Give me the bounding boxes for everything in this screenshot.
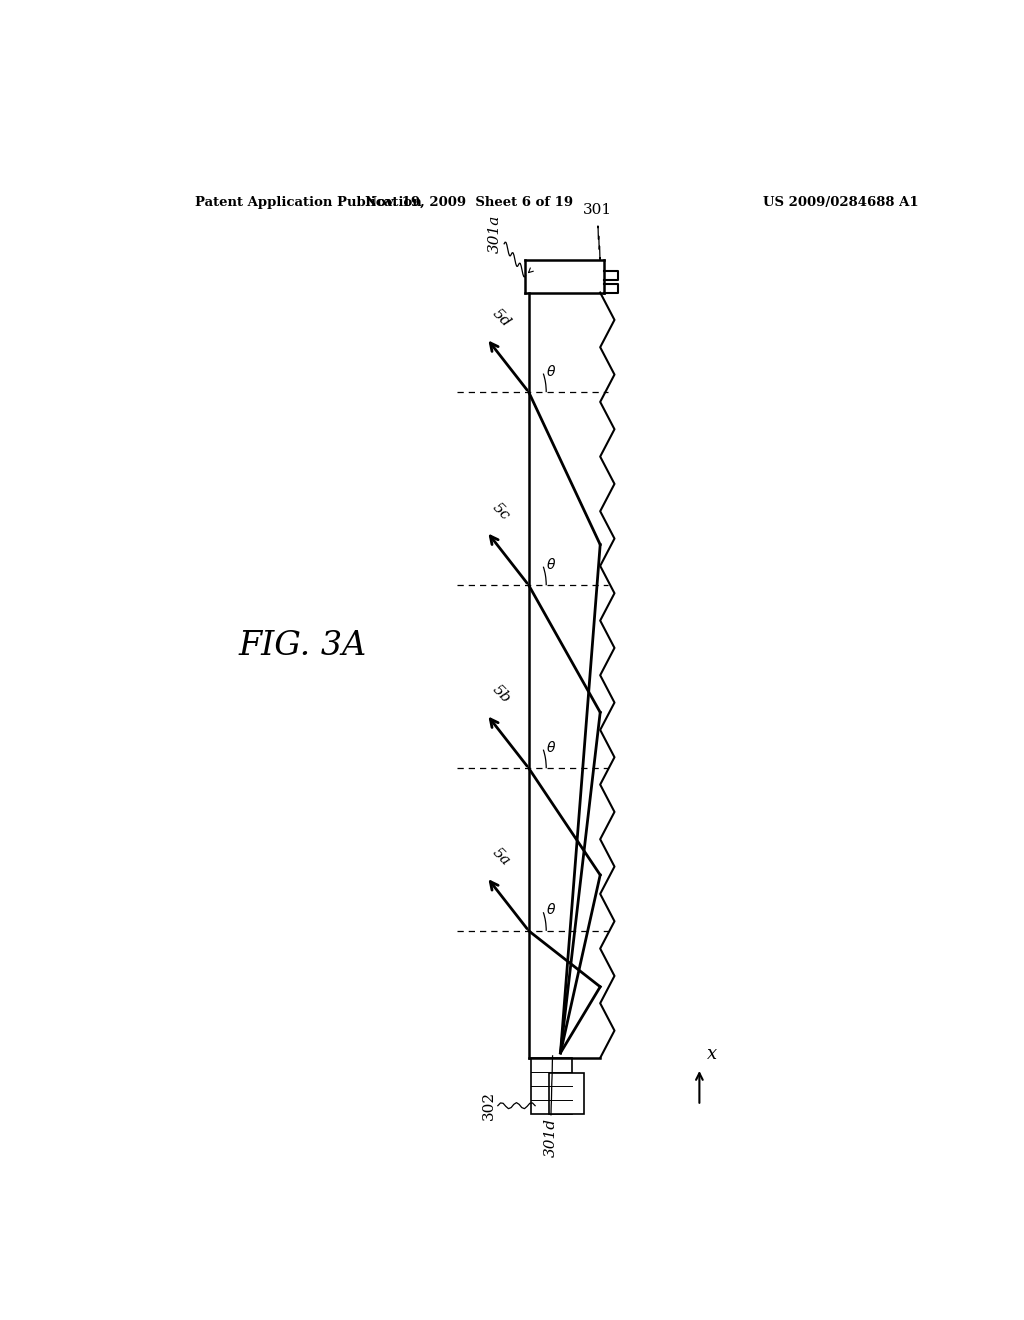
Text: 5c: 5c: [489, 500, 512, 523]
Text: $\theta$: $\theta$: [546, 557, 556, 572]
Bar: [531, 1057, 572, 1114]
Text: x: x: [708, 1045, 718, 1063]
Text: $\theta$: $\theta$: [546, 739, 556, 755]
Bar: [549, 1073, 585, 1114]
Text: US 2009/0284688 A1: US 2009/0284688 A1: [763, 195, 919, 209]
Text: 301a: 301a: [487, 214, 502, 253]
Text: 301d: 301d: [544, 1118, 558, 1156]
Text: 5a: 5a: [489, 846, 512, 869]
Text: Patent Application Publication: Patent Application Publication: [196, 195, 422, 209]
Text: FIG. 3A: FIG. 3A: [239, 630, 367, 663]
Text: 5b: 5b: [489, 682, 513, 706]
Text: Nov. 19, 2009  Sheet 6 of 19: Nov. 19, 2009 Sheet 6 of 19: [366, 195, 573, 209]
Text: $\theta$: $\theta$: [546, 364, 556, 379]
Text: $\theta$: $\theta$: [546, 903, 556, 917]
Text: 302: 302: [481, 1092, 496, 1121]
Text: 301: 301: [584, 203, 612, 218]
Text: 5d: 5d: [489, 306, 513, 330]
